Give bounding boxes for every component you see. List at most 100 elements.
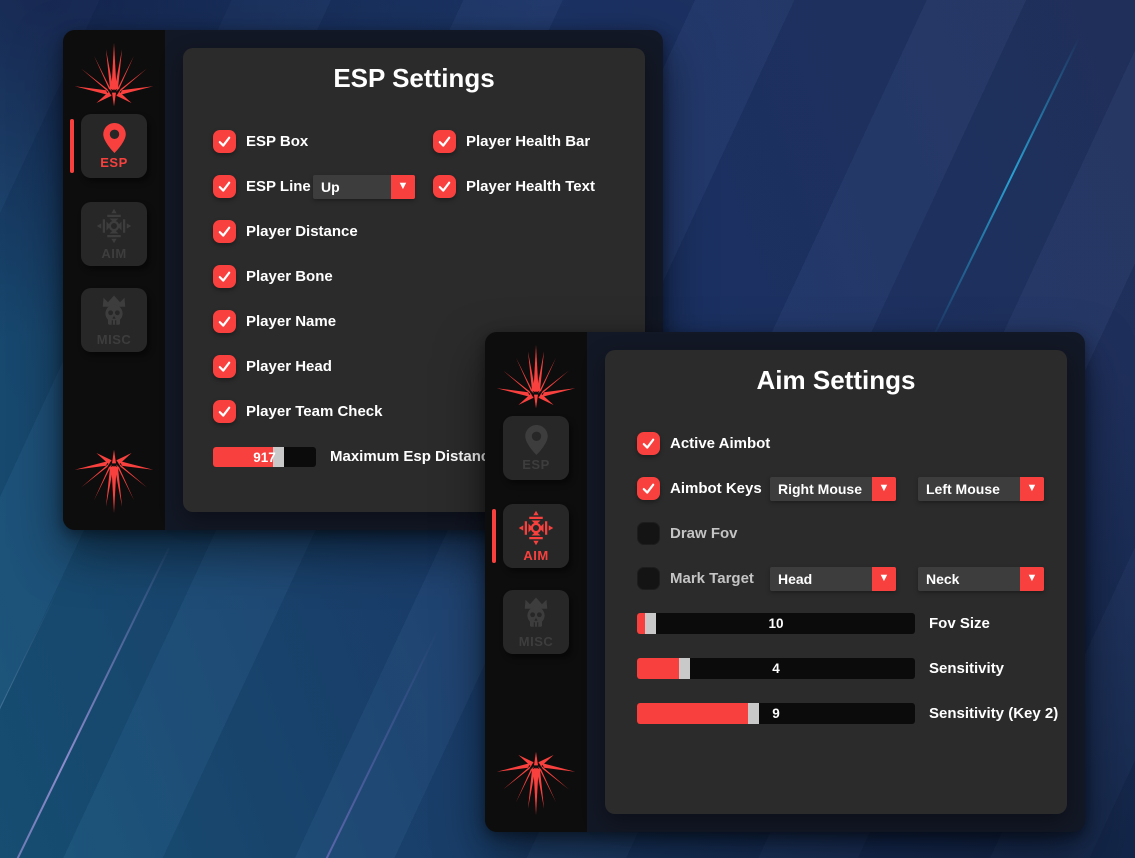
esp-line-direction-value: Up (321, 178, 340, 195)
active-tab-indicator (492, 509, 496, 563)
sidebar-item-misc[interactable]: MISC (503, 590, 569, 654)
check-icon (437, 134, 452, 149)
slider-handle[interactable] (272, 446, 284, 467)
player-health-bar-label: Player Health Bar (466, 133, 591, 150)
mark-target-row: Mark Target Head ▼ Neck ▼ (637, 556, 1047, 601)
draw-fov-row: Draw Fov (637, 511, 1047, 556)
max-esp-distance-slider[interactable]: 917 (213, 446, 316, 467)
esp-box-checkbox[interactable] (213, 130, 236, 153)
player-name-label: Player Name (246, 313, 337, 330)
player-head-label: Player Head (246, 358, 332, 375)
slider-handle[interactable] (748, 703, 760, 724)
background-streak-purple (0, 547, 170, 858)
player-distance-checkbox[interactable] (213, 220, 236, 243)
player-name-row: Player Name (213, 299, 625, 344)
sensitivity-key2-label: Sensitivity (Key 2) (929, 705, 1059, 722)
esp-line-checkbox[interactable] (213, 175, 236, 198)
page-title: ESP Settings (333, 63, 495, 93)
player-health-text-label: Player Health Text (466, 178, 595, 195)
active-tab-indicator (70, 119, 74, 173)
player-head-checkbox[interactable] (213, 355, 236, 378)
aim-settings-panel: Aim Settings Active Aimbot Aimbot Keys R… (605, 350, 1067, 814)
aimbot-key2-select[interactable]: Left Mouse ▼ (918, 476, 1044, 501)
sensitivity-slider[interactable]: 4 (637, 658, 915, 679)
slider-handle[interactable] (645, 613, 657, 634)
fov-size-value: 10 (768, 616, 784, 631)
mark-target-bone1-value: Head (778, 570, 813, 587)
max-esp-distance-label: Maximum Esp Distance (330, 448, 498, 465)
fov-size-row: 10 Fov Size (637, 601, 1047, 646)
check-icon (217, 404, 232, 419)
aimbot-keys-label: Aimbot Keys (670, 480, 762, 497)
player-name-checkbox[interactable] (213, 310, 236, 333)
sensitivity-value: 4 (772, 661, 780, 676)
brand-logo-icon (496, 344, 576, 410)
check-icon (641, 481, 656, 496)
player-team-check-checkbox[interactable] (213, 400, 236, 423)
slider-fill (637, 613, 657, 634)
esp-window-sidebar: ESP AIM MISC (63, 30, 165, 530)
chevron-down-icon: ▼ (1020, 476, 1044, 501)
active-aimbot-label: Active Aimbot (670, 435, 771, 452)
sidebar-item-aim-label: AIM (101, 245, 127, 261)
sidebar-item-esp[interactable]: ESP (81, 114, 147, 178)
background-streak-purple-2 (210, 627, 440, 858)
esp-line-direction-select[interactable]: Up ▼ (313, 174, 415, 199)
check-icon (217, 359, 232, 374)
skull-crown-icon (518, 596, 554, 632)
aimbot-key2-value: Left Mouse (926, 480, 1000, 497)
mark-target-bone1-select[interactable]: Head ▼ (770, 566, 896, 591)
sidebar-item-misc[interactable]: MISC (81, 288, 147, 352)
max-esp-distance-value: 917 (253, 449, 276, 465)
background-streak-white (0, 587, 59, 858)
check-icon (217, 269, 232, 284)
sensitivity-key2-slider[interactable]: 9 (637, 703, 915, 724)
crosshair-icon (518, 510, 554, 546)
mark-target-checkbox[interactable] (637, 567, 660, 590)
slider-fill (213, 446, 284, 467)
aimbot-key1-select[interactable]: Right Mouse ▼ (770, 476, 896, 501)
active-aimbot-checkbox[interactable] (637, 432, 660, 455)
slider-fill (637, 658, 690, 679)
sensitivity-label: Sensitivity (929, 660, 1005, 677)
brand-logo-bottom-icon (496, 742, 576, 824)
player-bone-row: Player Bone (213, 254, 625, 299)
player-bone-checkbox[interactable] (213, 265, 236, 288)
sidebar-item-misc-label: MISC (518, 633, 554, 649)
check-icon (641, 436, 656, 451)
sidebar-item-aim[interactable]: AIM (503, 504, 569, 568)
aim-window-sidebar: ESP AIM MISC (485, 332, 587, 832)
draw-fov-label: Draw Fov (670, 525, 738, 542)
sidebar-item-misc-label: MISC (96, 331, 132, 347)
draw-fov-checkbox[interactable] (637, 522, 660, 545)
player-health-bar-checkbox[interactable] (433, 130, 456, 153)
sensitivity-key2-value: 9 (772, 706, 780, 721)
player-distance-label: Player Distance (246, 223, 358, 240)
aimbot-keys-checkbox[interactable] (637, 477, 660, 500)
check-icon (437, 179, 452, 194)
page-title: Aim Settings (756, 365, 916, 395)
slider-handle[interactable] (678, 658, 690, 679)
aimbot-key1-value: Right Mouse (778, 480, 862, 497)
mark-target-bone2-select[interactable]: Neck ▼ (918, 566, 1044, 591)
chevron-down-icon: ▼ (872, 566, 896, 591)
sidebar-item-esp-label: ESP (100, 154, 128, 170)
esp-line-row: ESP Line Up ▼ Player Health Text (213, 164, 625, 209)
player-team-check-row: Player Team Check (213, 389, 625, 434)
esp-line-label: ESP Line (246, 178, 311, 195)
check-icon (217, 224, 232, 239)
sidebar-item-aim[interactable]: AIM (81, 202, 147, 266)
check-icon (217, 134, 232, 149)
location-pin-icon (103, 123, 126, 153)
active-aimbot-row: Active Aimbot (637, 421, 1047, 466)
sidebar-item-aim-label: AIM (523, 547, 549, 563)
player-head-row: Player Head (213, 344, 625, 389)
fov-size-slider[interactable]: 10 (637, 613, 915, 634)
chevron-down-icon: ▼ (872, 476, 896, 501)
sidebar-item-esp[interactable]: ESP (503, 416, 569, 480)
background-streak-cyan (929, 37, 1080, 345)
sensitivity-row: 4 Sensitivity (637, 646, 1047, 691)
chevron-down-icon: ▼ (391, 174, 415, 199)
player-health-text-checkbox[interactable] (433, 175, 456, 198)
location-pin-icon (525, 425, 548, 455)
